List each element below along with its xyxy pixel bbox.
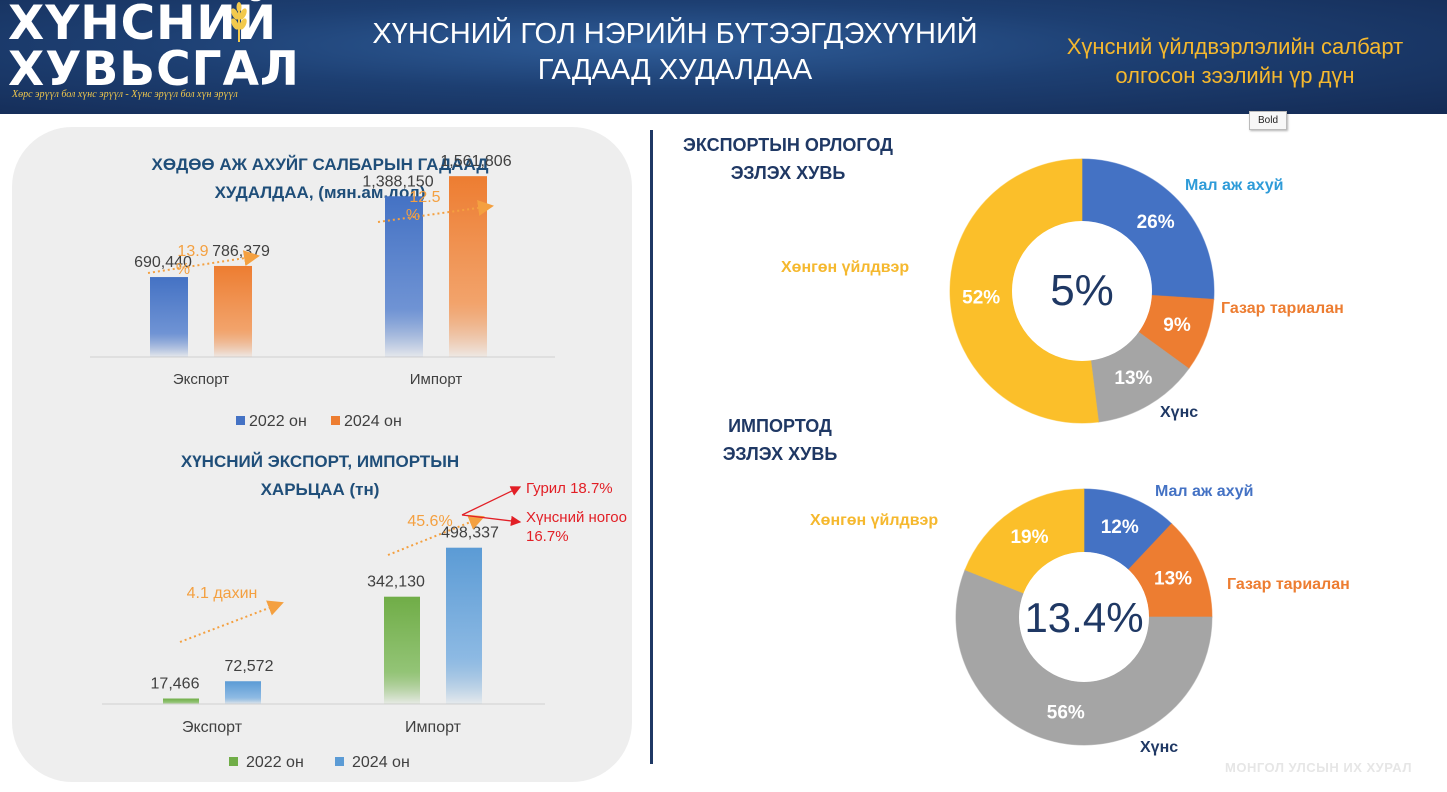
food-trade-title-line2: ХАРЬЦАА (тн)	[260, 480, 380, 499]
ag_trade-bar-1-1	[449, 176, 487, 357]
import-legend-farming: Газар тариалан	[1227, 576, 1350, 593]
ag-trade-category-export: Экспорт	[173, 371, 229, 388]
main-title: ХҮНСНИЙ ГОЛ НЭРИЙН БҮТЭЭГДЭХҮҮНИЙ ГАДААД…	[330, 16, 1020, 88]
import_share-slice-label-1: 13%	[1154, 568, 1192, 589]
ag-trade-title: ХӨДӨӨ АЖ АХУЙГ САЛБАРЫН ГАДААД ХУДАЛДАА,…	[60, 151, 580, 207]
ag-trade-title-line2: ХУДАЛДАА, (мян.ам.дол)	[214, 183, 426, 202]
export_share-slice-label-2: 13%	[1114, 368, 1152, 389]
callout-vegetables: Хүнсний ногоо	[526, 509, 627, 526]
callout-arrow-vegetables	[461, 514, 522, 527]
ag_trade-bar-0-1	[385, 196, 423, 357]
import-share-title-line2: ЭЗЛЭХ ХУВЬ	[722, 444, 838, 464]
food-trade-export-growth-label: 4.1 дахин	[187, 585, 258, 602]
callout-arrow-flour	[461, 486, 522, 516]
logo-slogan: Хөрс эрүүл бол хүнс эрүүл - Хүнс эрүүл б…	[12, 89, 238, 100]
export-share-title: ЭКСПОРТЫН ОРЛОГОД ЭЗЛЭХ ХУВЬ	[668, 131, 908, 187]
ag_trade-label-0-1: 1,388,150	[362, 173, 433, 190]
bold-tooltip: Bold	[1249, 111, 1287, 130]
callout-flour: Гурил 18.7%	[526, 480, 613, 497]
import-legend-food: Хүнс	[1140, 739, 1178, 756]
import_share-hole	[1019, 552, 1149, 682]
ag-trade-legend-2024: 2024 он	[344, 413, 402, 430]
ag-trade-legend-2022: 2022 он	[249, 413, 307, 430]
food_trade-bar-1-0	[225, 681, 261, 704]
export-legend-farming: Газар тариалан	[1221, 300, 1344, 317]
export-share-title-line2: ЭЗЛЭХ ХУВЬ	[730, 163, 846, 183]
export_share-slice-label-0: 26%	[1137, 212, 1175, 233]
ag-trade-export-growth-label: 13.9%	[176, 243, 209, 278]
vertical-divider	[650, 130, 653, 764]
export-center-label: 5%	[1050, 266, 1114, 315]
bar-charts-svg: 690,440 786,379 1,388,150 1,561,806 Экспорт…	[90, 153, 627, 771]
food-trade-title-line1: ХҮНСНИЙ ЭКСПОРТ, ИМПОРТЫН	[180, 452, 460, 471]
ag-trade-import-growth-arrow	[377, 200, 494, 223]
ag-trade-legend-2024-swatch	[331, 416, 340, 425]
export_share-slice-label-3: 52%	[962, 287, 1000, 308]
main-title-line2: ГАДААД ХУДАЛДАА	[537, 54, 813, 86]
food-trade-legend-2024: 2024 он	[352, 754, 410, 771]
header-subtitle: Хүнсний үйлдвэрлэлийн салбарт олгосон зэ…	[1030, 32, 1440, 90]
ag-trade-legend-2022-swatch	[236, 416, 245, 425]
watermark: МОНГОЛ УЛСЫН ИХ ХУРАЛ	[1225, 760, 1412, 775]
food-trade-category-export: Экспорт	[182, 719, 243, 736]
import-share-title-line1: ИМПОРТОД	[728, 416, 832, 436]
ag_trade-label-0-0: 690,440	[134, 254, 192, 271]
export-legend-food: Хүнс	[1160, 404, 1198, 421]
ag_trade-bar-0-0	[150, 277, 188, 357]
import-share-title: ИМПОРТОД ЭЗЛЭХ ХУВЬ	[690, 412, 870, 468]
export_share-slice-label-1: 9%	[1163, 315, 1191, 336]
ag-trade-import-growth-label: 12.5%	[406, 189, 441, 224]
export-legend-light-industry: Хөнгөн үйлдвэр	[781, 259, 909, 276]
food-trade-import-growth-arrow	[387, 514, 485, 556]
food_trade-bar-0-1	[384, 596, 420, 704]
left-panel	[12, 127, 632, 782]
food_trade-label-0-0: 17,466	[151, 676, 200, 693]
import-center-label: 13.4%	[1024, 594, 1143, 641]
ag_trade-label-1-1: 1,561,806	[440, 153, 511, 170]
ag_trade-bar-1-0	[214, 265, 252, 357]
import-legend-livestock: Мал аж ахуй	[1155, 483, 1253, 500]
main-title-line1: ХҮНСНИЙ ГОЛ НЭРИЙН БҮТЭЭГДЭХҮҮНИЙ	[372, 18, 978, 50]
food-trade-legend-2022: 2022 он	[246, 754, 304, 771]
food_trade-bar-0-0	[163, 698, 199, 704]
export-share-title-line1: ЭКСПОРТЫН ОРЛОГОД	[683, 135, 893, 155]
food-trade-legend-2024-swatch	[335, 757, 344, 766]
food-trade-title: ХҮНСНИЙ ЭКСПОРТ, ИМПОРТЫН ХАРЬЦАА (тн)	[60, 448, 580, 504]
food_trade-label-1-0: 72,572	[225, 658, 274, 675]
food_trade-bar-1-1	[446, 547, 482, 704]
header-subtitle-line2: олгосон зээлийн үр дүн	[1115, 63, 1355, 88]
logo-line2: ХУВЬСГАЛ	[8, 42, 300, 97]
ag-trade-export-growth-arrow	[147, 250, 260, 274]
ag_trade-label-1-0: 786,379	[212, 243, 270, 260]
import_share-slice-label-2: 56%	[1047, 702, 1085, 723]
food-trade-legend-2022-swatch	[229, 757, 238, 766]
food-trade-category-import: Импорт	[405, 719, 462, 736]
food-trade-import-growth-label: 45.6%	[407, 513, 452, 530]
header-banner: ХҮНСНИЙ ХУВЬСГАЛ Хөрс эрүүл бол хүнс эрү…	[0, 0, 1447, 114]
ag-trade-category-import: Импорт	[410, 371, 463, 388]
export_share-hole	[1012, 221, 1152, 361]
logo-line1: ХҮНСНИЙ	[8, 0, 278, 51]
food-trade-export-growth-arrow	[179, 600, 284, 643]
wheat-icon	[231, 2, 247, 42]
ag-trade-title-line1: ХӨДӨӨ АЖ АХУЙГ САЛБАРЫН ГАДААД	[151, 155, 489, 174]
callout-vegetables-value: 16.7%	[526, 528, 569, 545]
food_trade-label-0-1: 342,130	[367, 574, 425, 591]
import_share-slice-label-3: 19%	[1010, 527, 1048, 548]
donut-charts-svg: 26% 9% 13% 52% 12% 13% 56% 19% Мал аж ахуй Газ…	[781, 158, 1350, 756]
import_share-slice-label-0: 12%	[1101, 517, 1139, 538]
import-legend-light-industry: Хөнгөн үйлдвэр	[810, 512, 938, 529]
export-legend-livestock: Мал аж ахуй	[1185, 177, 1283, 194]
header-subtitle-line1: Хүнсний үйлдвэрлэлийн салбарт	[1066, 34, 1404, 59]
